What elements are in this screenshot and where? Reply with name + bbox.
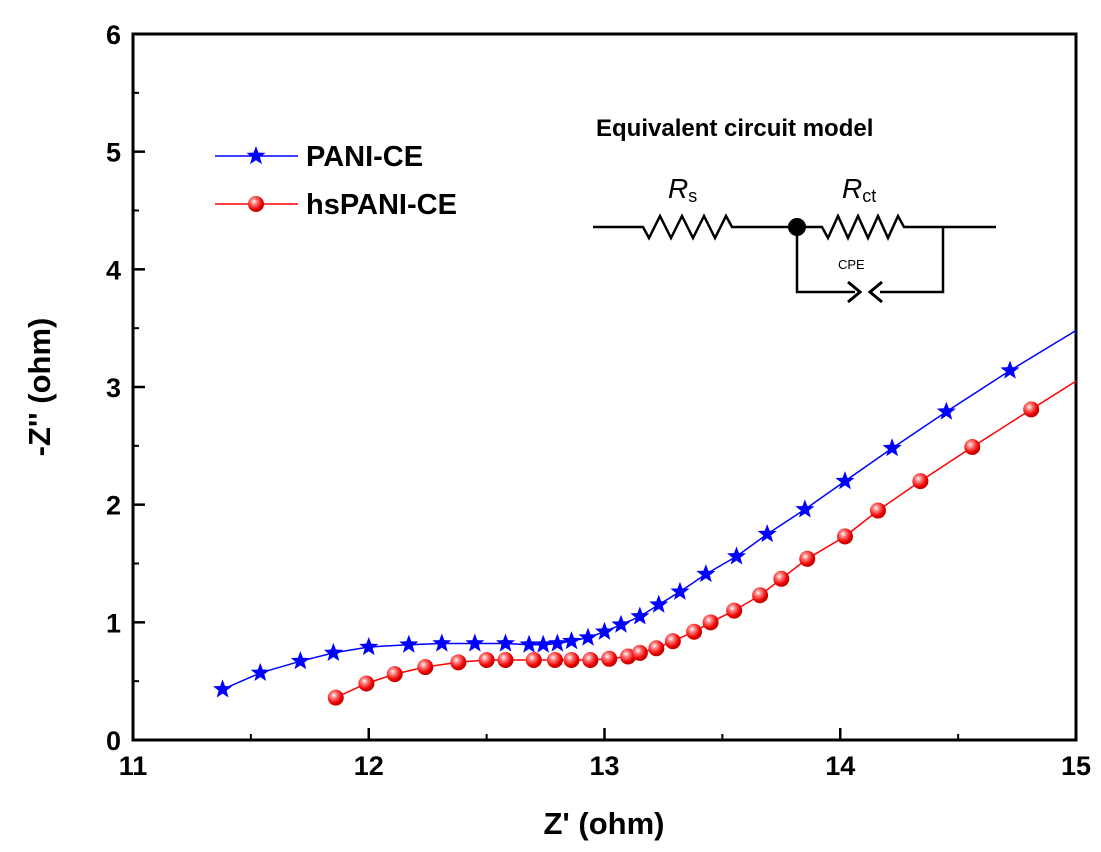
legend-entry-pani-ce: PANI-CE: [215, 141, 423, 173]
legend-label-hspani-ce: hsPANI-CE: [306, 189, 457, 221]
data-point-pani-ce: [1000, 360, 1020, 379]
rs-resistor: [593, 213, 797, 241]
data-point-hspani-ce: [912, 473, 929, 490]
legend: PANI-CE hsPANI-CE: [215, 141, 457, 221]
cpe-branch: [795, 227, 945, 294]
data-point-pani-ce: [936, 401, 956, 420]
rct-resistor: [797, 212, 996, 242]
x-tick-label: 11: [119, 751, 148, 781]
inset-title: Equivalent circuit model: [596, 115, 873, 142]
data-point-hspani-ce: [525, 651, 542, 668]
series-markers: [213, 360, 1040, 706]
data-point-pani-ce: [611, 614, 631, 633]
equivalent-circuit-inset: Equivalent circuit model Rs Rct CPE: [593, 115, 996, 304]
data-point-hspani-ce: [497, 651, 514, 668]
y-tick-label: 2: [106, 491, 121, 521]
data-point-hspani-ce: [546, 651, 563, 668]
data-point-hspani-ce: [702, 614, 719, 631]
data-point-pani-ce: [290, 651, 310, 670]
data-point-hspani-ce: [478, 651, 495, 668]
data-point-pani-ce: [533, 634, 553, 653]
legend-marker-hspani-ce: [248, 196, 264, 212]
data-point-pani-ce: [835, 471, 855, 490]
x-tick-label: 14: [825, 751, 855, 781]
data-point-hspani-ce: [601, 650, 618, 667]
data-point-hspani-ce: [1023, 401, 1040, 418]
cpe-label: CPE: [838, 257, 865, 272]
data-point-pani-ce: [578, 627, 598, 646]
data-point-pani-ce: [432, 633, 452, 652]
data-point-pani-ce: [727, 546, 747, 565]
data-point-hspani-ce: [726, 602, 743, 619]
x-tick-label: 15: [1061, 751, 1091, 781]
y-axis-title: -Z'' (ohm): [22, 318, 57, 457]
data-point-pani-ce: [594, 621, 615, 640]
data-point-pani-ce: [670, 581, 690, 600]
data-point-pani-ce: [213, 679, 233, 698]
data-point-hspani-ce: [648, 640, 665, 657]
axis-ticks: [131, 32, 1078, 742]
data-point-pani-ce: [795, 499, 815, 518]
data-point-hspani-ce: [582, 651, 599, 668]
data-point-pani-ce: [630, 606, 650, 625]
series-lines: [222, 329, 1077, 699]
cpe-element: [847, 280, 883, 304]
y-tick-label: 1: [106, 608, 121, 638]
data-point-hspani-ce: [869, 502, 886, 519]
y-tick-label: 6: [106, 20, 121, 50]
data-point-hspani-ce: [327, 689, 344, 706]
data-point-pani-ce: [359, 637, 379, 656]
legend-entry-hspani-ce: hsPANI-CE: [215, 189, 457, 221]
x-tick-label: 13: [589, 751, 619, 781]
y-tick-label: 3: [106, 373, 121, 403]
data-point-hspani-ce: [773, 570, 790, 587]
data-point-pani-ce: [250, 662, 270, 682]
data-point-pani-ce: [757, 524, 777, 543]
data-point-hspani-ce: [631, 644, 648, 661]
y-tick-label: 4: [106, 255, 121, 285]
data-point-hspani-ce: [799, 550, 816, 567]
data-point-hspani-ce: [450, 654, 467, 671]
legend-marker-pani-ce: [246, 146, 266, 165]
data-point-pani-ce: [561, 631, 582, 650]
data-point-hspani-ce: [664, 633, 681, 650]
legend-label-pani-ce: PANI-CE: [306, 141, 423, 173]
x-axis-title: Z' (ohm): [543, 806, 664, 841]
data-point-hspani-ce: [563, 651, 580, 668]
data-point-hspani-ce: [836, 528, 853, 545]
data-point-pani-ce: [495, 633, 515, 652]
data-point-hspani-ce: [752, 587, 769, 604]
y-tick-label: 5: [106, 138, 121, 168]
data-point-pani-ce: [696, 564, 716, 583]
series-line-hspani-ce: [335, 380, 1077, 699]
rct-label: Rct: [842, 173, 876, 206]
data-point-hspani-ce: [358, 675, 375, 692]
data-point-pani-ce: [547, 633, 567, 652]
rs-label: Rs: [668, 173, 697, 206]
data-point-hspani-ce: [386, 666, 403, 683]
data-point-hspani-ce: [686, 623, 703, 640]
data-point-pani-ce: [323, 642, 343, 662]
data-point-pani-ce: [882, 438, 902, 457]
data-point-hspani-ce: [417, 659, 434, 676]
data-point-hspani-ce: [964, 439, 981, 456]
data-point-pani-ce: [465, 633, 485, 652]
y-tick-label: 0: [106, 726, 121, 756]
x-tick-label: 12: [354, 751, 384, 781]
series-line-pani-ce: [222, 329, 1077, 691]
data-point-pani-ce: [649, 594, 669, 613]
data-point-pani-ce: [399, 634, 419, 653]
data-point-pani-ce: [519, 634, 539, 653]
